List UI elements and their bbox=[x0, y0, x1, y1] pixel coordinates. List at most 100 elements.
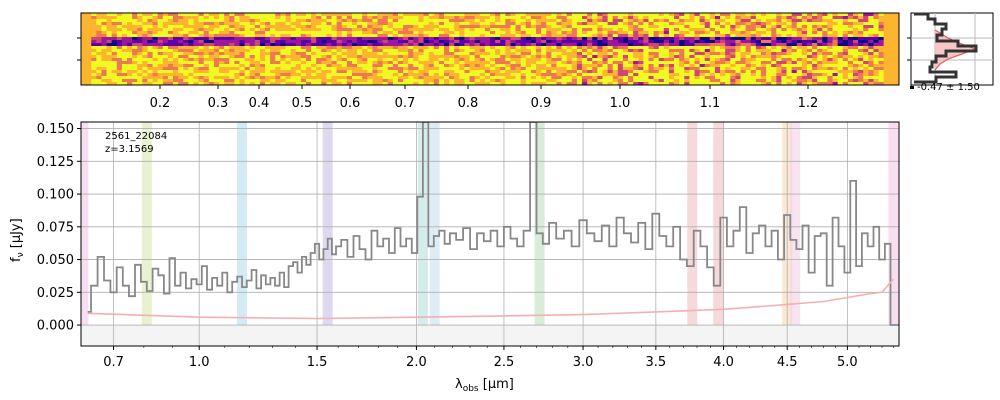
heatmap-cell bbox=[750, 34, 757, 38]
heatmap-cell bbox=[842, 79, 849, 83]
heatmap-cell bbox=[607, 61, 614, 65]
heatmap-cell bbox=[786, 28, 793, 32]
heatmap-cell bbox=[403, 37, 409, 41]
heatmap-cell bbox=[760, 40, 767, 44]
heatmap-cell bbox=[367, 34, 373, 38]
heatmap-cell bbox=[505, 67, 511, 71]
heatmap-cell bbox=[832, 76, 839, 80]
heatmap-cell bbox=[213, 67, 220, 71]
heatmap-cell bbox=[781, 16, 787, 20]
heatmap-cell bbox=[525, 40, 532, 44]
x-ticks: 0.7 1.0 1.5 2.0 2.5 3.0 3.5 4.0 4.5 5.0 bbox=[103, 346, 894, 370]
heatmap-cell bbox=[817, 58, 823, 62]
heatmap-cell bbox=[280, 70, 286, 74]
heatmap-cell bbox=[735, 34, 741, 38]
heatmap-cell bbox=[796, 25, 803, 29]
heatmap-cell bbox=[668, 28, 675, 32]
heatmap-cell bbox=[193, 82, 199, 86]
heatmap-cell bbox=[377, 16, 384, 20]
heatmap-cell bbox=[689, 79, 695, 83]
heatmap-cell bbox=[116, 13, 123, 17]
heatmap-cell bbox=[86, 31, 92, 35]
heatmap-cell bbox=[868, 16, 874, 20]
heatmap-cell bbox=[576, 25, 583, 29]
heatmap-cell bbox=[127, 70, 133, 74]
heatmap-cell bbox=[479, 61, 486, 65]
spectrum-2d-xticks: 0.2 0.3 0.4 0.5 0.6 0.7 0.8 0.9 1.0 1.1 1.2 bbox=[150, 85, 818, 111]
heatmap-cell bbox=[873, 43, 879, 47]
heatmap-cell bbox=[868, 31, 874, 35]
heatmap-cell bbox=[81, 25, 87, 29]
heatmap-cell bbox=[725, 73, 731, 77]
heatmap-cell bbox=[740, 28, 747, 32]
heatmap-cell bbox=[433, 13, 440, 17]
heatmap-cell bbox=[454, 16, 460, 20]
heatmap-cell bbox=[500, 22, 506, 26]
heatmap-cell bbox=[142, 61, 148, 65]
heatmap-cell bbox=[229, 76, 235, 80]
heatmap-cell bbox=[413, 79, 419, 83]
heatmap-cell bbox=[167, 52, 174, 56]
heatmap-cell bbox=[239, 25, 245, 29]
heatmap-cell bbox=[576, 70, 583, 74]
heatmap-cell bbox=[607, 13, 614, 17]
heatmap-cell bbox=[847, 70, 854, 74]
heatmap-cell bbox=[668, 34, 675, 38]
heatmap-cell bbox=[888, 82, 895, 86]
heatmap-cell bbox=[822, 43, 828, 47]
heatmap-cell bbox=[653, 73, 660, 77]
heatmap-cell bbox=[776, 28, 782, 32]
heatmap-cell bbox=[786, 67, 793, 71]
heatmap-cell bbox=[679, 70, 685, 74]
heatmap-cell bbox=[254, 58, 261, 62]
heatmap-cell bbox=[326, 13, 332, 17]
heatmap-cell bbox=[408, 16, 414, 20]
heatmap-cell bbox=[571, 49, 578, 53]
heatmap-cell bbox=[326, 76, 332, 80]
heatmap-cell bbox=[858, 16, 864, 20]
heatmap-cell bbox=[428, 34, 435, 38]
heatmap-cell bbox=[484, 76, 491, 80]
heatmap-cell bbox=[382, 73, 389, 77]
heatmap-cell bbox=[699, 13, 706, 17]
heatmap-cell bbox=[239, 79, 245, 83]
heatmap-cell bbox=[684, 25, 690, 29]
heatmap-cell bbox=[443, 61, 450, 65]
heatmap-cell bbox=[617, 58, 624, 62]
heatmap-cell bbox=[750, 49, 757, 53]
heatmap-cell bbox=[300, 31, 307, 35]
heatmap-cell bbox=[357, 25, 363, 29]
heatmap-cell bbox=[883, 55, 890, 59]
heatmap-cell bbox=[198, 43, 205, 47]
heatmap-cell bbox=[438, 19, 445, 23]
heatmap-cell bbox=[684, 49, 690, 53]
heatmap-cell bbox=[387, 79, 394, 83]
heatmap-cell bbox=[801, 52, 808, 56]
heatmap-cell bbox=[587, 55, 593, 59]
heatmap-cell bbox=[766, 16, 772, 20]
heatmap-cell bbox=[367, 55, 373, 59]
heatmap-cell bbox=[745, 43, 752, 47]
heatmap-cell bbox=[91, 55, 97, 59]
heatmap-cell bbox=[505, 55, 511, 59]
heatmap-cell bbox=[730, 43, 736, 47]
heatmap-cell bbox=[418, 58, 424, 62]
heatmap-cell bbox=[597, 31, 603, 35]
heatmap-cell bbox=[893, 61, 900, 65]
heatmap-cell bbox=[234, 61, 240, 65]
heatmap-cell bbox=[566, 70, 573, 74]
heatmap-cell bbox=[766, 58, 772, 62]
heatmap-cell bbox=[668, 67, 675, 71]
heatmap-cell bbox=[638, 64, 644, 68]
heatmap-cell bbox=[300, 49, 307, 53]
heatmap-cell bbox=[873, 31, 879, 35]
heatmap-cell bbox=[812, 28, 818, 32]
heatmap-cell bbox=[617, 37, 624, 41]
heatmap-cell bbox=[520, 52, 527, 56]
heatmap-cell bbox=[520, 82, 527, 86]
heatmap-cell bbox=[607, 22, 614, 26]
heatmap-cell bbox=[612, 22, 619, 26]
heatmap-cell bbox=[152, 37, 159, 41]
heatmap-cell bbox=[745, 70, 752, 74]
heatmap-cell bbox=[791, 40, 798, 44]
